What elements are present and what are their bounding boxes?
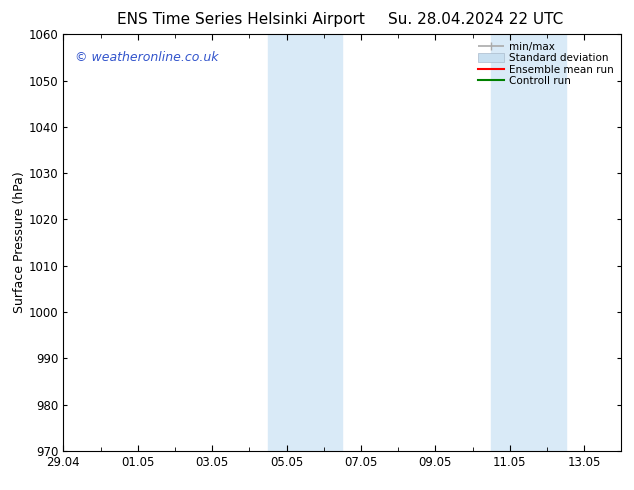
Text: ENS Time Series Helsinki Airport: ENS Time Series Helsinki Airport [117,12,365,27]
Text: Su. 28.04.2024 22 UTC: Su. 28.04.2024 22 UTC [388,12,563,27]
Y-axis label: Surface Pressure (hPa): Surface Pressure (hPa) [13,172,26,314]
Bar [528,34,566,451]
Bar [305,34,342,451]
Legend: min/max, Standard deviation, Ensemble mean run, Controll run: min/max, Standard deviation, Ensemble me… [476,40,616,88]
Bar [268,34,305,451]
Bar [491,34,528,451]
Text: © weatheronline.co.uk: © weatheronline.co.uk [75,51,218,64]
